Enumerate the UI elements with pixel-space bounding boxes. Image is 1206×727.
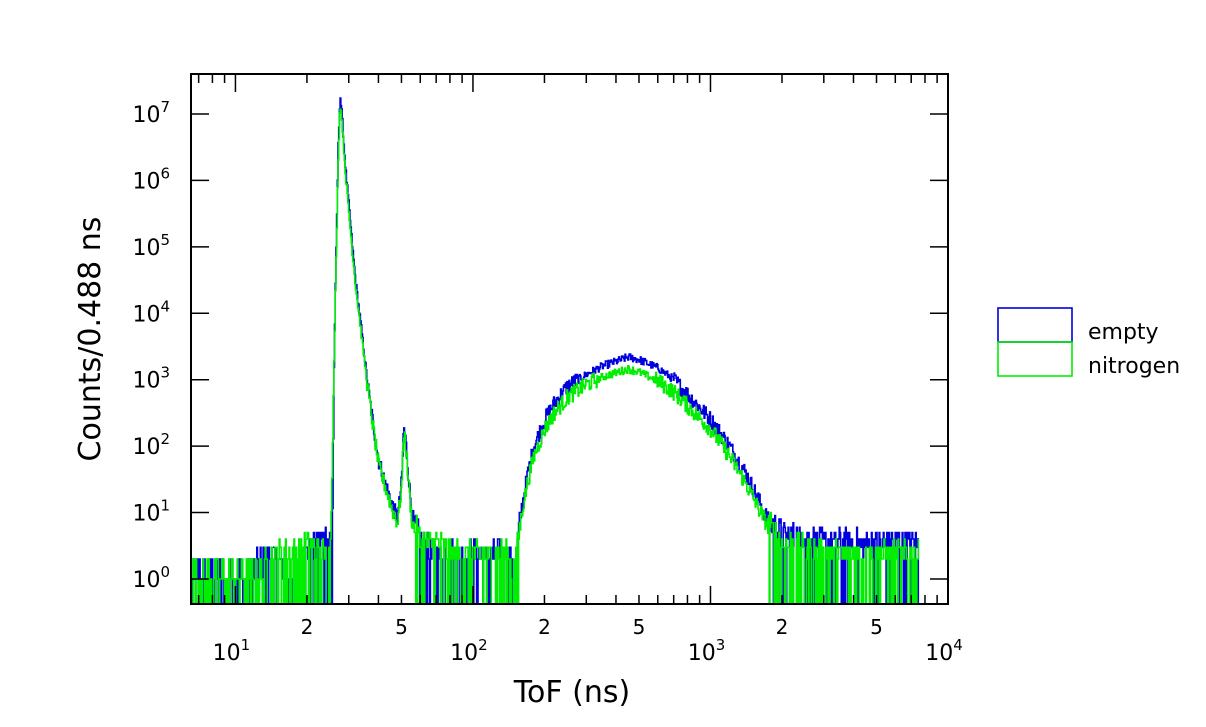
x-axis-tick-labels: 101 102 103 104 2 5 2 5 2 5	[213, 615, 963, 666]
x-axis-title: ToF (ns)	[513, 675, 630, 710]
legend: empty nitrogen	[997, 307, 1180, 379]
legend-label-nitrogen: nitrogen	[1088, 354, 1180, 379]
x-minor-tick-label: 5	[633, 615, 646, 639]
y-axis-ticks	[191, 113, 948, 580]
y-tick-label: 106	[132, 164, 170, 194]
y-tick-label: 107	[132, 98, 170, 128]
plot-frame	[190, 73, 949, 605]
x-minor-tick-label: 5	[870, 615, 883, 639]
legend-swatch-nitrogen	[997, 341, 1073, 377]
x-tick-label: 102	[450, 636, 488, 666]
legend-label-empty: empty	[1088, 320, 1159, 345]
y-tick-label: 104	[132, 297, 170, 327]
x-tick-label: 104	[925, 636, 963, 666]
series-line-nitrogen	[192, 108, 920, 604]
x-tick-label: 103	[688, 636, 726, 666]
series-layer	[191, 97, 920, 604]
y-tick-label: 103	[132, 364, 170, 394]
x-minor-tick-label: 2	[301, 615, 314, 639]
x-tick-label: 101	[213, 636, 251, 666]
y-axis-tick-labels: 100 101 102 103 104 105 106 107	[132, 98, 170, 593]
y-tick-label: 100	[132, 563, 170, 593]
x-axis-ticks	[197, 74, 949, 604]
x-minor-tick-label: 2	[538, 615, 551, 639]
x-minor-tick-label: 2	[776, 615, 789, 639]
legend-swatch-empty	[997, 307, 1073, 343]
x-minor-tick-label: 5	[395, 615, 408, 639]
y-tick-label: 101	[132, 497, 170, 527]
series-line-empty	[191, 97, 920, 604]
y-tick-label: 102	[132, 430, 170, 460]
y-tick-label: 105	[132, 231, 170, 261]
y-axis-title: Counts/0.488 ns	[73, 217, 108, 462]
